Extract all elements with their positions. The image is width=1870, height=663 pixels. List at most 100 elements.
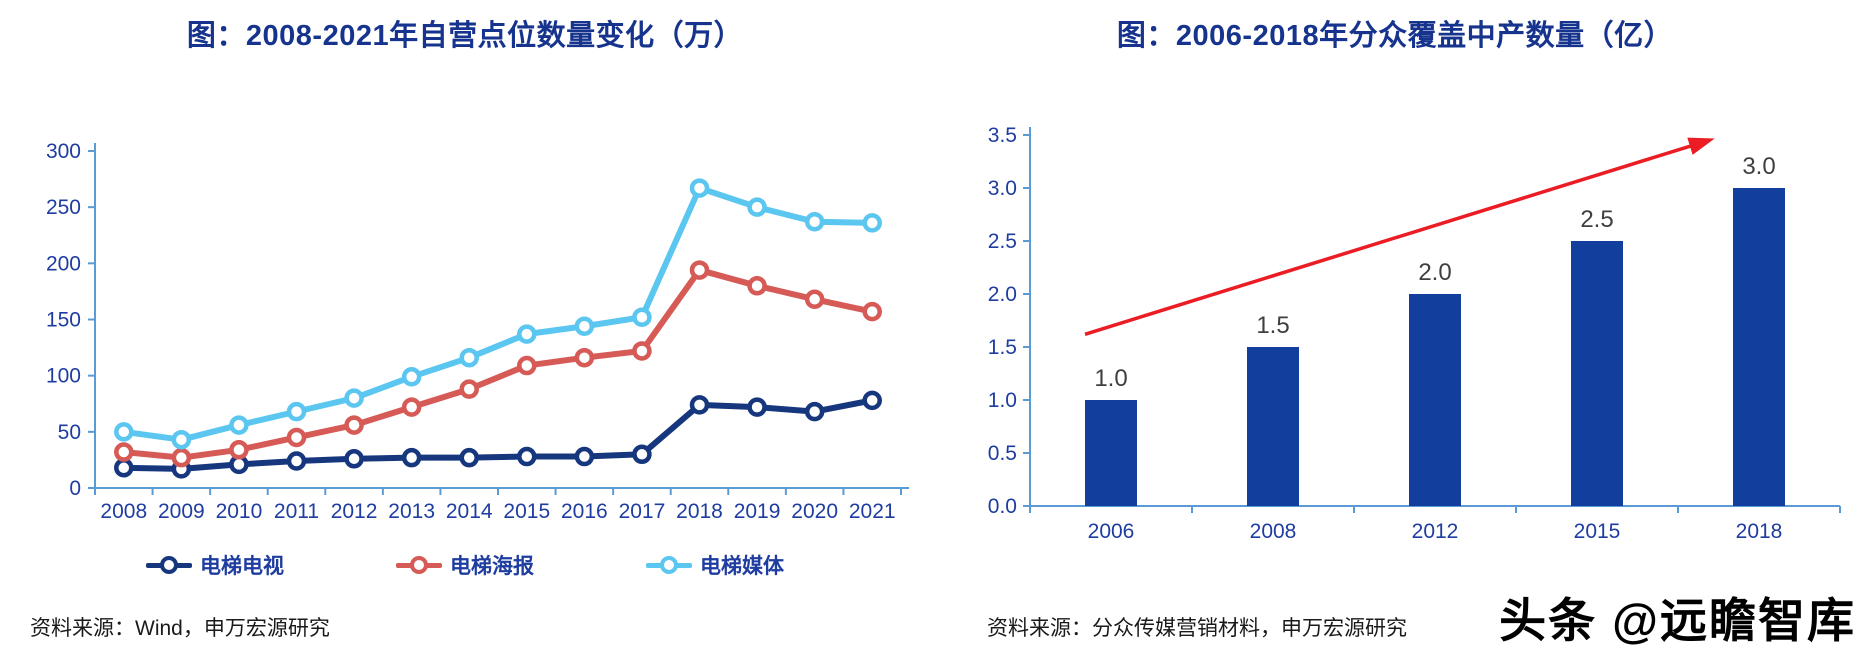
- legend-marker-icon: [146, 555, 192, 575]
- data-point: [574, 347, 595, 368]
- data-point: [574, 316, 595, 336]
- bar-value-label: 3.0: [1742, 153, 1775, 180]
- x-tick-label: 2014: [446, 500, 493, 523]
- x-tick-label: 2018: [676, 500, 723, 523]
- bar: [1409, 294, 1461, 506]
- data-point: [459, 379, 479, 399]
- y-tick-label: 150: [46, 309, 81, 332]
- y-tick-label: 50: [58, 421, 81, 444]
- legend-item-elevator-tv: 电梯电视: [146, 550, 284, 580]
- data-point: [862, 390, 882, 411]
- bar: [1247, 347, 1299, 506]
- data-point: [459, 347, 479, 368]
- data-point: [114, 422, 134, 442]
- source-note-left: 资料来源：Wind，申万宏源研究: [30, 617, 330, 640]
- bar-value-label: 2.5: [1580, 206, 1613, 233]
- data-point: [747, 276, 767, 296]
- bar-value-label: 1.0: [1094, 365, 1127, 392]
- legend-item-elevator-poster: 电梯海报: [396, 550, 534, 580]
- line-chart: 0 50 100 150 200 250 300 2008 2009 2010 2011 2012 20…: [46, 140, 909, 523]
- data-point: [517, 446, 537, 467]
- y-tick-label: 1.5: [988, 336, 1017, 359]
- x-tick-label: 2017: [619, 500, 666, 523]
- line-chart-legend: 电梯电视 电梯海报 电梯媒体: [15, 550, 915, 580]
- bar-value-label: 1.5: [1256, 312, 1289, 339]
- y-tick-label: 2.5: [988, 230, 1017, 253]
- data-point: [689, 260, 710, 280]
- y-tick-label: 100: [46, 365, 81, 388]
- x-tick-label: 2021: [849, 500, 896, 523]
- line-chart-title: 图：2008-2021年自营点位数量变化（万）: [186, 20, 744, 52]
- bar: [1085, 400, 1137, 506]
- bar: [1571, 241, 1623, 506]
- x-tick-label: 2009: [158, 500, 205, 523]
- legend-marker-icon: [396, 555, 442, 575]
- data-point: [171, 447, 192, 468]
- x-tick-label: 2019: [734, 500, 781, 523]
- x-tick-label: 2015: [503, 500, 550, 523]
- legend-label: 电梯媒体: [700, 555, 784, 578]
- data-point: [459, 447, 479, 468]
- y-tick-label: 200: [46, 252, 81, 275]
- data-point: [401, 447, 422, 468]
- legend-label: 电梯电视: [200, 555, 284, 578]
- data-point: [517, 324, 537, 344]
- data-point: [804, 289, 825, 310]
- data-point: [401, 397, 422, 417]
- x-tick-label: 2018: [1736, 520, 1783, 543]
- data-point: [804, 212, 825, 232]
- data-point: [229, 440, 249, 460]
- line-series-2: [120, 185, 876, 443]
- x-tick-label: 2008: [100, 500, 147, 523]
- data-point: [689, 178, 710, 198]
- data-point: [747, 197, 767, 217]
- data-point: [344, 449, 364, 469]
- data-point: [401, 367, 422, 387]
- bar: [1733, 188, 1785, 506]
- bar-value-label: 2.0: [1418, 259, 1451, 286]
- bar-chart-title: 图：2006-2018年分众覆盖中产数量（亿）: [1116, 20, 1674, 52]
- data-point: [286, 451, 307, 471]
- data-point: [171, 429, 192, 450]
- data-point: [344, 415, 364, 435]
- data-point: [862, 213, 882, 233]
- watermark: 头条 @远瞻智库: [1499, 594, 1856, 647]
- data-point: [747, 397, 767, 417]
- y-tick-label: 3.0: [988, 177, 1017, 200]
- data-point: [229, 415, 249, 435]
- x-tick-label: 2013: [388, 500, 435, 523]
- y-tick-label: 0.0: [988, 495, 1017, 518]
- y-tick-label: 3.5: [988, 124, 1017, 147]
- y-tick-label: 2.0: [988, 283, 1017, 306]
- x-tick-label: 2011: [274, 500, 319, 523]
- x-tick-label: 2015: [1574, 520, 1621, 543]
- line-chart-panel: 图：2008-2021年自营点位数量变化（万） 0 50 100 150 200 250 3…: [15, 12, 915, 612]
- legend-label: 电梯海报: [450, 555, 534, 578]
- data-point: [114, 458, 134, 478]
- data-point: [517, 355, 537, 376]
- data-point: [632, 341, 652, 361]
- x-tick-label: 2008: [1250, 520, 1297, 543]
- y-tick-label: 0.5: [988, 442, 1017, 465]
- data-point: [344, 388, 364, 408]
- data-point: [632, 307, 652, 328]
- x-tick-label: 2006: [1088, 520, 1135, 543]
- bar-chart: 0.0 0.5 1.0 1.5 2.0 2.5 3.0 3.5 2006 2008 2012 2015…: [988, 124, 1841, 543]
- x-tick-label: 2020: [791, 500, 838, 523]
- y-tick-label: 300: [46, 140, 81, 163]
- y-tick-label: 0: [69, 477, 81, 500]
- x-tick-label: 2010: [216, 500, 263, 523]
- data-point: [804, 401, 825, 422]
- data-point: [574, 446, 595, 467]
- data-point: [862, 301, 882, 322]
- line-series-1: [120, 267, 876, 461]
- source-note-right: 资料来源：分众传媒营销材料，申万宏源研究: [987, 617, 1407, 640]
- data-point: [689, 395, 710, 415]
- legend-item-elevator-media: 电梯媒体: [646, 550, 784, 580]
- data-point: [286, 427, 307, 448]
- legend-marker-icon: [646, 555, 692, 575]
- data-point: [286, 401, 307, 422]
- y-tick-label: 250: [46, 196, 81, 219]
- trend-arrow: [1084, 137, 1715, 336]
- bar-chart-panel: 图：2006-2018年分众覆盖中产数量（亿） 0.0 0.5 1.0 1.5 2.0 2…: [935, 12, 1855, 612]
